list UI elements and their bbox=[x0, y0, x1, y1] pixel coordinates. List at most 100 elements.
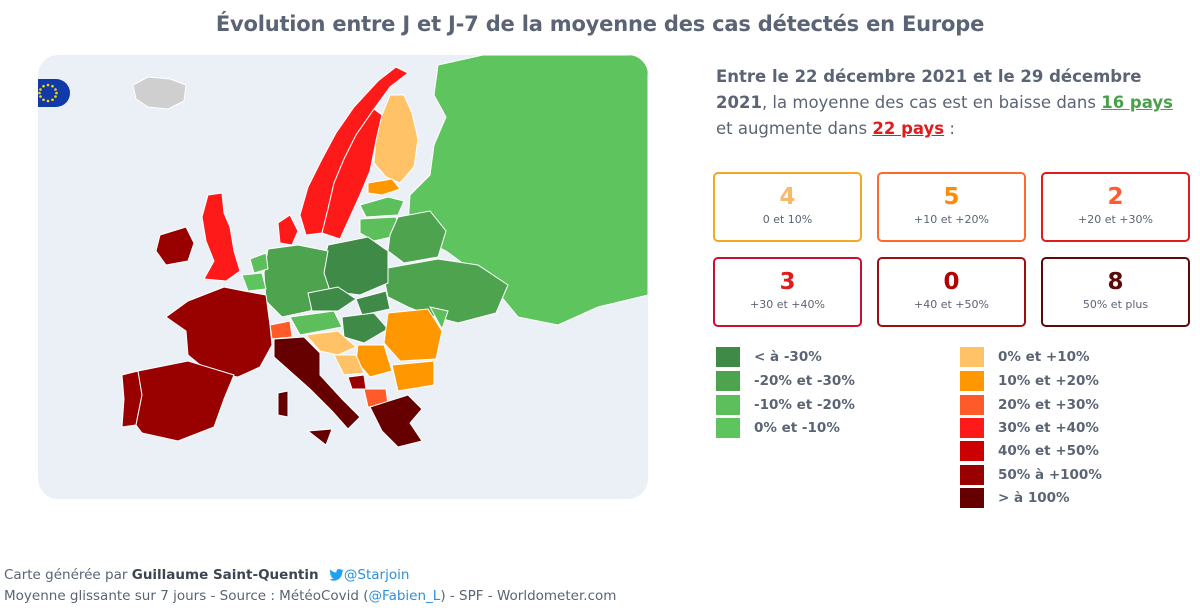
legend-item-down: 0% et -10% bbox=[716, 418, 840, 438]
country-denmark bbox=[277, 214, 299, 246]
legend-label: > à 100% bbox=[998, 490, 1070, 506]
legend-swatch bbox=[716, 418, 740, 438]
legend-label: 50% à +100% bbox=[998, 467, 1102, 483]
count-label: 0 et 10% bbox=[762, 213, 813, 226]
country-poland bbox=[321, 236, 389, 296]
map-svg bbox=[121, 55, 648, 448]
count-value: 0 bbox=[943, 269, 960, 295]
footer-line-2: Moyenne glissante sur 7 jours - Source :… bbox=[4, 586, 616, 607]
country-netherlands bbox=[249, 252, 269, 274]
footer-line-1: Carte générée par Guillaume Saint-Quenti… bbox=[4, 565, 616, 586]
count-box-50-plus: 8 50% et plus bbox=[1041, 257, 1190, 327]
country-slovakia bbox=[355, 290, 391, 316]
count-value: 8 bbox=[1107, 269, 1124, 295]
summary-period: Entre le 22 décembre 2021 et le 29 décem… bbox=[716, 67, 1142, 112]
country-moldova bbox=[429, 306, 449, 331]
footer-source-prefix: Moyenne glissante sur 7 jours - Source :… bbox=[4, 588, 369, 604]
country-belarus bbox=[387, 210, 447, 264]
legend-swatch bbox=[960, 371, 984, 391]
legend-swatch bbox=[716, 371, 740, 391]
legend-label: 30% et +40% bbox=[998, 420, 1099, 436]
count-label: +20 et +30% bbox=[1078, 213, 1153, 226]
legend-item-up: 20% et +30% bbox=[960, 395, 1099, 415]
footer: Carte générée par Guillaume Saint-Quenti… bbox=[4, 565, 616, 607]
country-belgium bbox=[241, 272, 267, 292]
summary-text-a: , la moyenne des cas est en baisse dans bbox=[761, 93, 1096, 112]
country-latvia bbox=[359, 196, 405, 218]
count-box-20-30: 2 +20 et +30% bbox=[1041, 172, 1190, 242]
legend-label: 20% et +30% bbox=[998, 397, 1099, 413]
legend-label: 10% et +20% bbox=[998, 373, 1099, 389]
country-sicily bbox=[306, 428, 333, 446]
legend-label: -10% et -20% bbox=[754, 397, 855, 413]
country-uk bbox=[201, 192, 241, 282]
country-sardinia bbox=[277, 390, 289, 418]
count-label: 50% et plus bbox=[1082, 298, 1149, 311]
twitter-handle-link[interactable]: @Starjoin bbox=[343, 567, 410, 583]
country-montenegro bbox=[347, 374, 367, 390]
legend-label: 40% et +50% bbox=[998, 443, 1099, 459]
summary-text-b: et augmente dans bbox=[716, 119, 868, 138]
country-greece bbox=[369, 394, 423, 448]
footer-source-suffix: ) - SPF - Worldometer.com bbox=[440, 588, 617, 604]
source-handle-link[interactable]: @Fabien_L bbox=[368, 588, 441, 604]
twitter-icon bbox=[329, 569, 344, 581]
legend-item-up: > à 100% bbox=[960, 488, 1070, 508]
summary-text-c: : bbox=[944, 119, 955, 138]
legend-swatch bbox=[960, 395, 984, 415]
footer-prefix: Carte générée par bbox=[4, 567, 128, 583]
country-italy bbox=[273, 336, 361, 430]
country-romania bbox=[383, 308, 443, 362]
country-hungary bbox=[341, 312, 389, 344]
legend-swatch bbox=[960, 347, 984, 367]
legend-swatch bbox=[716, 347, 740, 367]
country-bulgaria bbox=[391, 360, 435, 392]
country-slovenia-croatia bbox=[305, 330, 357, 356]
europe-map bbox=[38, 55, 648, 499]
country-ireland bbox=[155, 226, 195, 266]
up-count-link[interactable]: 22 pays bbox=[872, 119, 945, 138]
legend-item-down: -10% et -20% bbox=[716, 395, 855, 415]
legend-swatch bbox=[960, 418, 984, 438]
count-value: 4 bbox=[779, 184, 796, 210]
country-bosnia bbox=[333, 354, 365, 376]
country-russia bbox=[407, 55, 648, 326]
country-finland bbox=[373, 94, 419, 184]
count-box-40-50: 0 +40 et +50% bbox=[877, 257, 1026, 327]
legend-item-up: 10% et +20% bbox=[960, 371, 1099, 391]
legend-item-down: -20% et -30% bbox=[716, 371, 855, 391]
country-ukraine bbox=[381, 258, 509, 324]
country-spain bbox=[135, 360, 235, 442]
count-box-30-40: 3 +30 et +40% bbox=[713, 257, 862, 327]
down-count-link[interactable]: 16 pays bbox=[1101, 93, 1173, 112]
count-box-10-20: 5 +10 et +20% bbox=[877, 172, 1026, 242]
footer-author: Guillaume Saint-Quentin bbox=[131, 567, 319, 583]
legend-label: < à -30% bbox=[754, 349, 822, 365]
legend-swatch bbox=[716, 395, 740, 415]
eu-flag-icon bbox=[38, 79, 70, 107]
country-austria bbox=[289, 310, 343, 336]
legend-swatch bbox=[960, 441, 984, 461]
count-box-0-10: 4 0 et 10% bbox=[713, 172, 862, 242]
count-label: +10 et +20% bbox=[914, 213, 989, 226]
legend-label: 0% et +10% bbox=[998, 349, 1090, 365]
count-label: +30 et +40% bbox=[750, 298, 825, 311]
legend-item-up: 30% et +40% bbox=[960, 418, 1099, 438]
legend-label: 0% et -10% bbox=[754, 420, 840, 436]
count-value: 5 bbox=[943, 184, 960, 210]
legend-item-up: 0% et +10% bbox=[960, 347, 1090, 367]
count-value: 3 bbox=[779, 269, 796, 295]
summary-text: Entre le 22 décembre 2021 et le 29 décem… bbox=[716, 64, 1186, 142]
legend-label: -20% et -30% bbox=[754, 373, 855, 389]
page-title: Évolution entre J et J-7 de la moyenne d… bbox=[215, 12, 985, 36]
legend-item-down: < à -30% bbox=[716, 347, 822, 367]
count-label: +40 et +50% bbox=[914, 298, 989, 311]
legend-swatch bbox=[960, 465, 984, 485]
country-estonia bbox=[367, 178, 401, 196]
country-iceland bbox=[132, 76, 187, 110]
legend-item-up: 50% à +100% bbox=[960, 465, 1102, 485]
count-value: 2 bbox=[1107, 184, 1124, 210]
country-france bbox=[165, 286, 273, 378]
country-switzerland bbox=[269, 320, 293, 340]
country-czechia bbox=[307, 286, 357, 312]
